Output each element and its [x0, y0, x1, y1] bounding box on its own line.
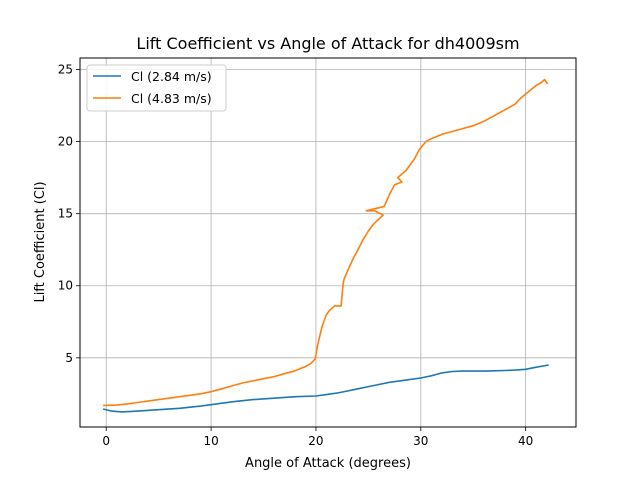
y-tick-label: 5 [65, 351, 73, 365]
grid-lines [80, 58, 576, 427]
axis-ticks: 0 10 20 30 40 5 10 15 20 25 [58, 63, 534, 448]
plot-frame [79, 57, 577, 428]
series-line-1 [102, 364, 549, 413]
x-tick-label: 30 [413, 434, 428, 448]
legend: Cl (2.84 m/s) Cl (4.83 m/s) [86, 64, 227, 112]
x-axis-label: Angle of Attack (degrees) [245, 456, 411, 471]
y-tick-label: 25 [58, 63, 73, 77]
legend-box [86, 64, 227, 112]
plot-area [102, 78, 549, 413]
y-axis-label: Lift Coefficient (Cl) [33, 181, 48, 302]
legend-entry-series-1: Cl (2.84 m/s) [131, 69, 212, 84]
y-tick-label: 15 [58, 207, 73, 221]
x-tick-label: 10 [203, 434, 218, 448]
x-tick-label: 0 [102, 434, 110, 448]
legend-entry-series-2: Cl (4.83 m/s) [131, 91, 212, 106]
x-tick-label: 20 [308, 434, 323, 448]
chart-title: Lift Coefficient vs Angle of Attack for … [136, 34, 519, 53]
x-tick-label: 40 [518, 434, 533, 448]
y-tick-label: 20 [58, 135, 73, 149]
series-line-2 [103, 78, 549, 407]
y-tick-label: 10 [58, 279, 73, 293]
